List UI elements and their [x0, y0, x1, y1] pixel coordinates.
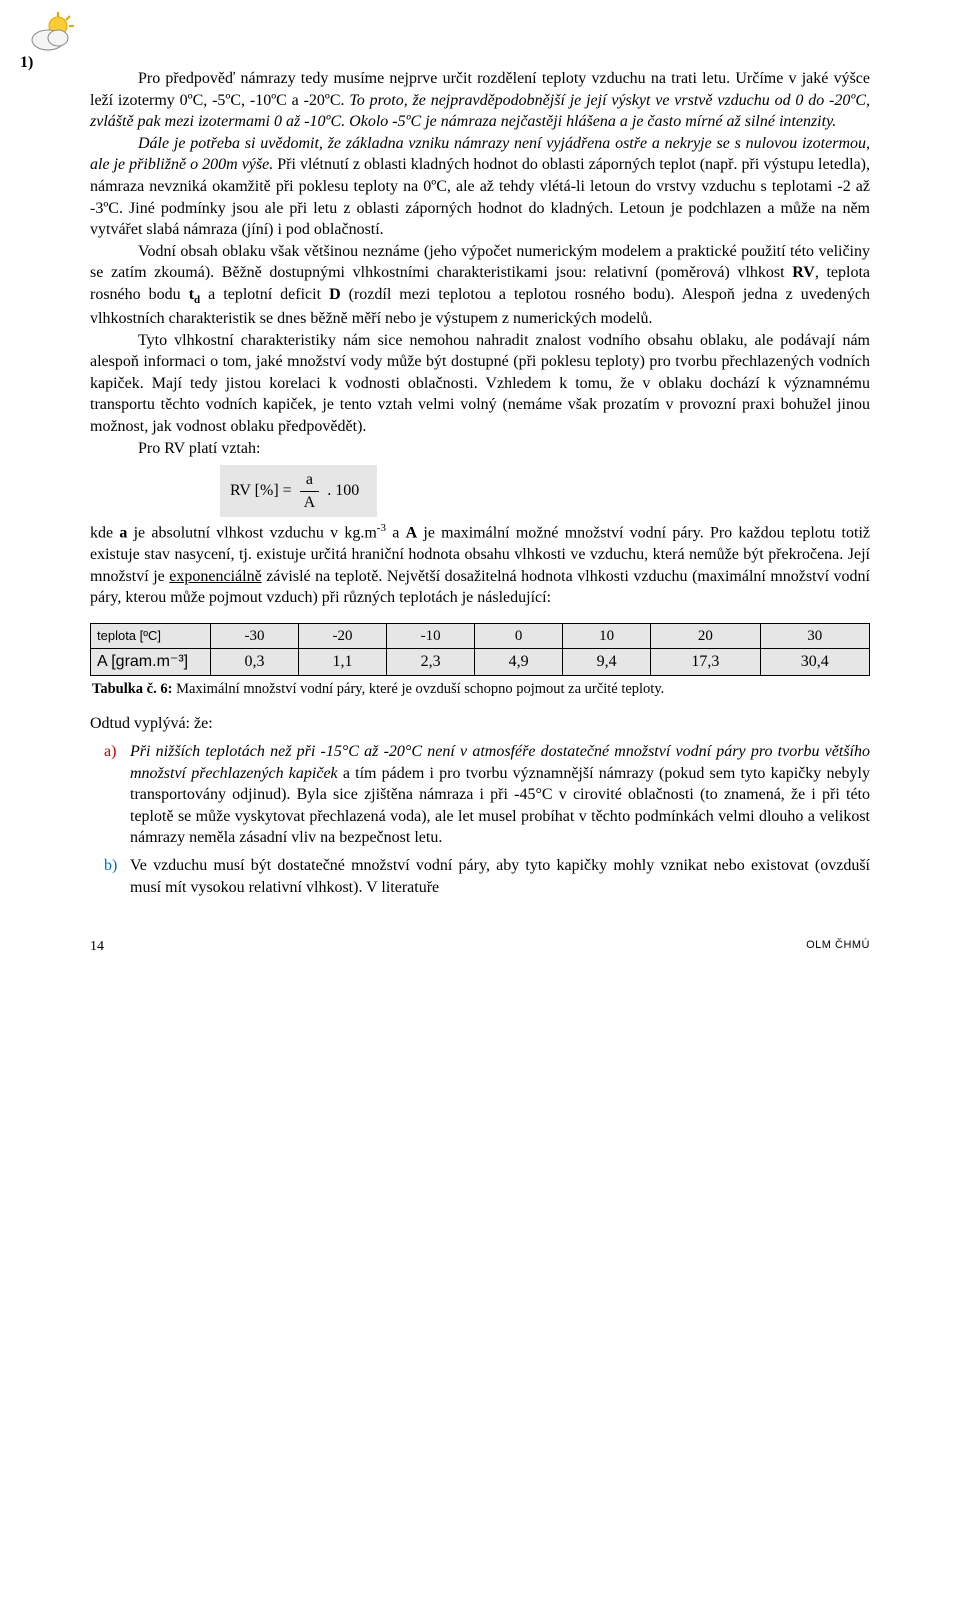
table-cell: 1,1 [299, 649, 387, 676]
row-label: teplota [ºC] [91, 624, 211, 649]
p4-c: je absolutní vlhkost vzduchu v kg.m [127, 525, 376, 542]
table-cell: -10 [387, 624, 475, 649]
sun-cloud-icon [30, 10, 78, 58]
p4-d: a [386, 525, 406, 542]
li-a-marker: a) [104, 741, 116, 763]
li-b: Ve vzduchu musí být dostatečné množství … [130, 857, 870, 896]
table-cell: 10 [563, 624, 651, 649]
paragraph-1: Pro předpověď námrazy tedy musíme nejprv… [90, 68, 870, 133]
rv-label: RV [%] = [230, 480, 292, 502]
p4-sup: -3 [377, 522, 386, 534]
table-cell: 17,3 [651, 649, 760, 676]
p2-rv: RV [792, 264, 815, 281]
page-number: 14 [90, 938, 104, 957]
table-cell: -30 [211, 624, 299, 649]
paragraph-4: kde a je absolutní vlhkost vzduchu v kg.… [90, 521, 870, 609]
p2-c: a teplotní deficit [200, 286, 329, 303]
frac-den: A [298, 492, 322, 514]
formula-row: RV [%] = a A . 100 [90, 465, 870, 517]
rv-intro: Pro RV platí vztah: [90, 438, 870, 460]
footer-source: OLM ČHMÚ [806, 938, 870, 957]
table-cell: 30,4 [760, 649, 869, 676]
rv-tail: . 100 [327, 480, 359, 502]
formula-box: RV [%] = a A . 100 [220, 465, 377, 517]
list-item: a) Při nižších teplotách než při -15°C a… [130, 741, 870, 849]
outflow-line: Odtud vyplývá: že: [90, 713, 870, 735]
table-cell: -20 [299, 624, 387, 649]
table-caption: Tabulka č. 6: Maximální množství vodní p… [90, 680, 870, 700]
table-cell: 9,4 [563, 649, 651, 676]
p2-a: Vodní obsah oblaku však většinou neznáme… [90, 243, 870, 282]
table-cell: 20 [651, 624, 760, 649]
p2-d: D [329, 286, 341, 303]
table-cell: 30 [760, 624, 869, 649]
table-cell: 0,3 [211, 649, 299, 676]
table-row: A [gram.m⁻³] 0,3 1,1 2,3 4,9 9,4 17,3 30… [91, 649, 870, 676]
p4-a: kde [90, 525, 119, 542]
header-row: 1) [90, 20, 870, 60]
humidity-table: teplota [ºC] -30 -20 -10 0 10 20 30 A [g… [90, 623, 870, 676]
p4-e: A [406, 525, 418, 542]
paragraph-2: Vodní obsah oblaku však většinou neznáme… [90, 241, 870, 330]
list-item: b) Ve vzduchu musí být dostatečné množst… [130, 855, 870, 898]
paragraph-1b: Dále je potřeba si uvědomit, že základna… [90, 133, 870, 241]
p4-g: exponenciálně [169, 568, 261, 585]
table-cell: 4,9 [475, 649, 563, 676]
list-number: 1) [20, 52, 33, 74]
table-cell: 2,3 [387, 649, 475, 676]
row-label: A [gram.m⁻³] [91, 649, 211, 676]
alpha-list: a) Při nižších teplotách než při -15°C a… [90, 741, 870, 898]
fraction: a A [298, 469, 322, 513]
li-b-marker: b) [104, 855, 117, 877]
table-cell: 0 [475, 624, 563, 649]
frac-num: a [300, 469, 319, 492]
page-footer: 14 OLM ČHMÚ [90, 938, 870, 957]
caption-lead: Tabulka č. 6: [92, 681, 172, 697]
caption-rest: Maximální množství vodní páry, které je … [172, 681, 664, 697]
paragraph-3: Tyto vlhkostní charakteristiky nám sice … [90, 330, 870, 438]
table-row: teplota [ºC] -30 -20 -10 0 10 20 30 [91, 624, 870, 649]
